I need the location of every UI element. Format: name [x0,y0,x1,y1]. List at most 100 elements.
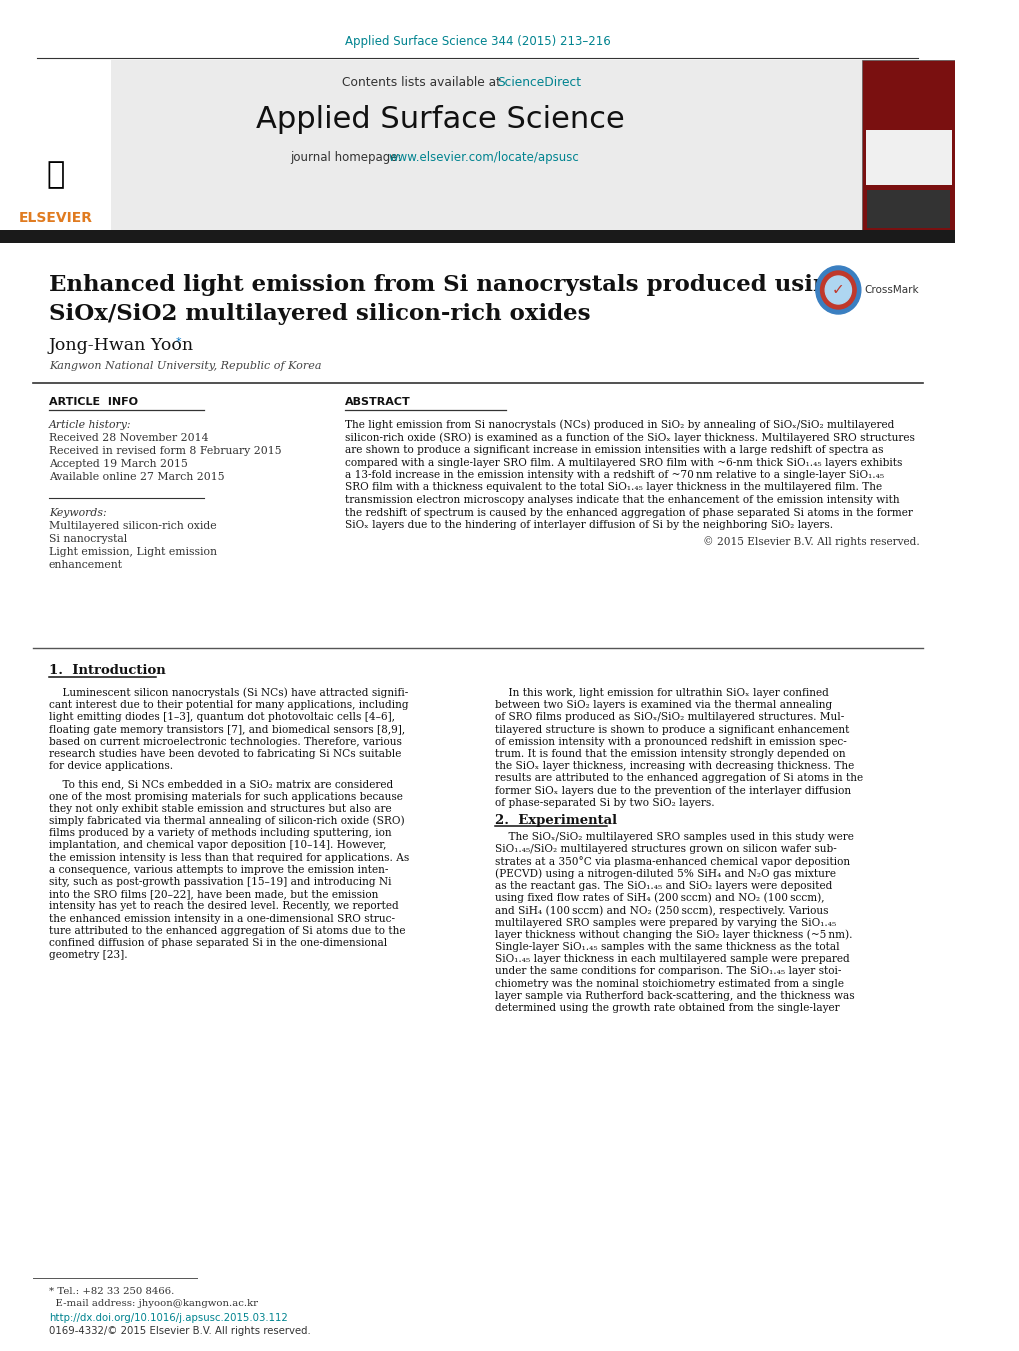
Text: Applied
Surface
Science: Applied Surface Science [893,89,923,111]
Text: as the reactant gas. The SiO₁.₄₅ and SiO₂ layers were deposited: as the reactant gas. The SiO₁.₄₅ and SiO… [494,881,832,892]
Text: http://dx.doi.org/10.1016/j.apsusc.2015.03.112: http://dx.doi.org/10.1016/j.apsusc.2015.… [49,1313,287,1323]
Text: To this end, Si NCs embedded in a SiO₂ matrix are considered: To this end, Si NCs embedded in a SiO₂ m… [49,780,392,789]
Text: Multilayered silicon-rich oxide: Multilayered silicon-rich oxide [49,521,216,531]
Text: Kangwon National University, Republic of Korea: Kangwon National University, Republic of… [49,361,321,372]
Text: geometry [23].: geometry [23]. [49,950,127,961]
Text: a 13-fold increase in the emission intensity with a redshift of ~70 nm relative : a 13-fold increase in the emission inten… [344,470,882,480]
FancyBboxPatch shape [861,59,955,230]
Text: strates at a 350°C via plasma-enhanced chemical vapor deposition: strates at a 350°C via plasma-enhanced c… [494,857,849,867]
FancyBboxPatch shape [0,59,861,230]
Text: former SiOₓ layers due to the prevention of the interlayer diffusion: former SiOₓ layers due to the prevention… [494,785,850,796]
Text: cant interest due to their potential for many applications, including: cant interest due to their potential for… [49,700,408,711]
Text: transmission electron microscopy analyses indicate that the enhancement of the e: transmission electron microscopy analyse… [344,494,899,505]
FancyBboxPatch shape [866,190,949,228]
Text: implantation, and chemical vapor deposition [10–14]. However,: implantation, and chemical vapor deposit… [49,840,386,850]
Text: Light emission, Light emission: Light emission, Light emission [49,547,216,557]
Text: Received 28 November 2014: Received 28 November 2014 [49,434,208,443]
Text: films produced by a variety of methods including sputtering, ion: films produced by a variety of methods i… [49,828,391,838]
Text: * Tel.: +82 33 250 8466.: * Tel.: +82 33 250 8466. [49,1286,174,1296]
Circle shape [824,276,851,304]
Text: Article history:: Article history: [49,420,131,430]
Text: compared with a single-layer SRO film. A multilayered SRO film with ~6-nm thick : compared with a single-layer SRO film. A… [344,458,901,467]
Text: Si nanocrystal: Si nanocrystal [49,534,126,544]
Text: The light emission from Si nanocrystals (NCs) produced in SiO₂ by annealing of S: The light emission from Si nanocrystals … [344,420,894,430]
Text: multilayered SRO samples were prepared by varying the SiO₁.₄₅: multilayered SRO samples were prepared b… [494,917,835,928]
Text: layer sample via Rutherford back-scattering, and the thickness was: layer sample via Rutherford back-scatter… [494,990,853,1001]
Text: Single-layer SiO₁.₄₅ samples with the same thickness as the total: Single-layer SiO₁.₄₅ samples with the sa… [494,942,839,952]
Text: 2.  Experimental: 2. Experimental [494,813,616,827]
Text: *: * [176,336,181,347]
Text: silicon-rich oxide (SRO) is examined as a function of the SiOₓ layer thickness. : silicon-rich oxide (SRO) is examined as … [344,432,914,443]
Text: E-mail address: jhyoon@kangwon.ac.kr: E-mail address: jhyoon@kangwon.ac.kr [49,1298,258,1308]
Text: for device applications.: for device applications. [49,761,172,771]
Text: intensity has yet to reach the desired level. Recently, we reported: intensity has yet to reach the desired l… [49,901,398,912]
Text: ture attributed to the enhanced aggregation of Si atoms due to the: ture attributed to the enhanced aggregat… [49,925,405,936]
Text: ARTICLE  INFO: ARTICLE INFO [49,397,138,407]
Text: tilayered structure is shown to produce a significant enhancement: tilayered structure is shown to produce … [494,724,848,735]
Text: research studies have been devoted to fabricating Si NCs suitable: research studies have been devoted to fa… [49,748,400,759]
Text: ScienceDirect: ScienceDirect [497,76,581,89]
Text: determined using the growth rate obtained from the single-layer: determined using the growth rate obtaine… [494,1002,839,1013]
Circle shape [815,266,860,313]
Text: simply fabricated via thermal annealing of silicon-rich oxide (SRO): simply fabricated via thermal annealing … [49,816,404,827]
Text: the enhanced emission intensity in a one-dimensional SRO struc-: the enhanced emission intensity in a one… [49,913,394,924]
Text: Available online 27 March 2015: Available online 27 March 2015 [49,471,224,482]
Text: the redshift of spectrum is caused by the enhanced aggregation of phase separate: the redshift of spectrum is caused by th… [344,508,912,517]
Text: based on current microelectronic technologies. Therefore, various: based on current microelectronic technol… [49,736,401,747]
Text: a consequence, various attempts to improve the emission inten-: a consequence, various attempts to impro… [49,865,387,875]
Text: SRO film with a thickness equivalent to the total SiO₁.₄₅ layer thickness in the: SRO film with a thickness equivalent to … [344,482,881,493]
Text: the emission intensity is less than that required for applications. As: the emission intensity is less than that… [49,852,409,862]
Text: confined diffusion of phase separated Si in the one-dimensional: confined diffusion of phase separated Si… [49,938,386,948]
Text: enhancement: enhancement [49,561,122,570]
Text: journal homepage:: journal homepage: [290,151,406,165]
Text: using fixed flow rates of SiH₄ (200 sccm) and NO₂ (100 sccm),: using fixed flow rates of SiH₄ (200 sccm… [494,893,823,904]
Text: Received in revised form 8 February 2015: Received in revised form 8 February 2015 [49,446,281,457]
Text: The SiOₓ/SiO₂ multilayered SRO samples used in this study were: The SiOₓ/SiO₂ multilayered SRO samples u… [494,832,853,842]
FancyBboxPatch shape [0,230,955,243]
Text: layer thickness without changing the SiO₂ layer thickness (~5 nm).: layer thickness without changing the SiO… [494,929,851,940]
Text: Luminescent silicon nanocrystals (Si NCs) have attracted signifi-: Luminescent silicon nanocrystals (Si NCs… [49,688,408,698]
Text: between two SiO₂ layers is examined via the thermal annealing: between two SiO₂ layers is examined via … [494,700,832,711]
Text: In this work, light emission for ultrathin SiOₓ layer confined: In this work, light emission for ultrath… [494,688,827,698]
Text: of phase-separated Si by two SiO₂ layers.: of phase-separated Si by two SiO₂ layers… [494,798,713,808]
Text: one of the most promising materials for such applications because: one of the most promising materials for … [49,792,403,801]
Text: Enhanced light emission from Si nanocrystals produced using: Enhanced light emission from Si nanocrys… [49,274,845,296]
Text: the SiOₓ layer thickness, increasing with decreasing thickness. The: the SiOₓ layer thickness, increasing wit… [494,761,853,771]
Text: light emitting diodes [1–3], quantum dot photovoltaic cells [4–6],: light emitting diodes [1–3], quantum dot… [49,712,394,723]
Text: and SiH₄ (100 sccm) and NO₂ (250 sccm), respectively. Various: and SiH₄ (100 sccm) and NO₂ (250 sccm), … [494,905,827,916]
Text: chiometry was the nominal stoichiometry estimated from a single: chiometry was the nominal stoichiometry … [494,978,843,989]
Text: under the same conditions for comparison. The SiO₁.₄₅ layer stoi-: under the same conditions for comparison… [494,966,840,977]
Text: (PECVD) using a nitrogen-diluted 5% SiH₄ and N₂O gas mixture: (PECVD) using a nitrogen-diluted 5% SiH₄… [494,869,835,880]
Text: are shown to produce a significant increase in emission intensities with a large: are shown to produce a significant incre… [344,444,882,455]
Text: Jong-Hwan Yoon: Jong-Hwan Yoon [49,336,194,354]
Text: they not only exhibit stable emission and structures but also are: they not only exhibit stable emission an… [49,804,391,813]
Text: trum. It is found that the emission intensity strongly depended on: trum. It is found that the emission inte… [494,748,845,759]
Text: SiO₁.₄₅/SiO₂ multilayered structures grown on silicon wafer sub-: SiO₁.₄₅/SiO₂ multilayered structures gro… [494,844,836,854]
Text: www.elsevier.com/locate/apsusc: www.elsevier.com/locate/apsusc [388,151,579,165]
Text: into the SRO films [20–22], have been made, but the emission: into the SRO films [20–22], have been ma… [49,889,378,900]
Text: 🌳: 🌳 [46,161,64,189]
Text: SiOₓ layers due to the hindering of interlayer diffusion of Si by the neighborin: SiOₓ layers due to the hindering of inte… [344,520,832,530]
Text: of SRO films produced as SiOₓ/SiO₂ multilayered structures. Mul-: of SRO films produced as SiOₓ/SiO₂ multi… [494,712,843,723]
Text: ELSEVIER: ELSEVIER [18,211,92,226]
Text: ABSTRACT: ABSTRACT [344,397,410,407]
Text: of emission intensity with a pronounced redshift in emission spec-: of emission intensity with a pronounced … [494,736,846,747]
Text: © 2015 Elsevier B.V. All rights reserved.: © 2015 Elsevier B.V. All rights reserved… [702,536,919,547]
Text: Keywords:: Keywords: [49,508,106,517]
Text: Contents lists available at: Contents lists available at [341,76,504,89]
Text: 1.  Introduction: 1. Introduction [49,663,165,677]
Text: Applied Surface Science: Applied Surface Science [256,105,624,135]
Text: ✓: ✓ [832,282,844,297]
Text: SiO₁.₄₅ layer thickness in each multilayered sample were prepared: SiO₁.₄₅ layer thickness in each multilay… [494,954,849,965]
FancyBboxPatch shape [0,59,110,230]
Text: sity, such as post-growth passivation [15–19] and introducing Ni: sity, such as post-growth passivation [1… [49,877,391,888]
Text: floating gate memory transistors [7], and biomedical sensors [8,9],: floating gate memory transistors [7], an… [49,724,405,735]
FancyBboxPatch shape [865,130,951,185]
Text: CrossMark: CrossMark [864,285,918,295]
Text: Accepted 19 March 2015: Accepted 19 March 2015 [49,459,187,469]
Text: SiOx/SiO2 multilayered silicon-rich oxides: SiOx/SiO2 multilayered silicon-rich oxid… [49,303,590,326]
Circle shape [819,272,855,309]
Text: results are attributed to the enhanced aggregation of Si atoms in the: results are attributed to the enhanced a… [494,773,862,784]
Text: 0169-4332/© 2015 Elsevier B.V. All rights reserved.: 0169-4332/© 2015 Elsevier B.V. All right… [49,1325,310,1336]
Text: Applied Surface Science 344 (2015) 213–216: Applied Surface Science 344 (2015) 213–2… [344,35,610,49]
